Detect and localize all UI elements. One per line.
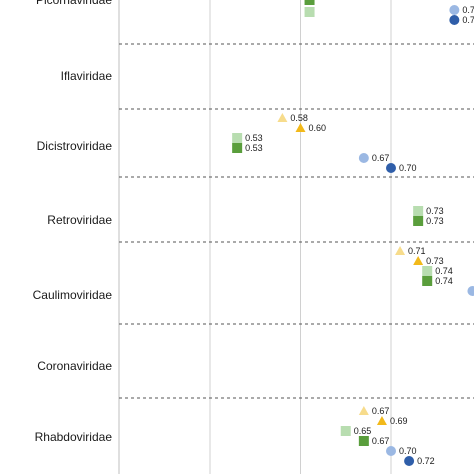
marker-circle xyxy=(358,153,369,163)
value-label: 0.70 xyxy=(399,163,417,173)
value-label: 0.73 xyxy=(426,256,444,266)
value-label: 0.67 xyxy=(372,153,390,163)
family-label: Retroviridae xyxy=(47,213,112,227)
value-label: 0.69 xyxy=(390,416,408,426)
marker-square xyxy=(304,7,315,17)
marker-square xyxy=(422,276,433,286)
value-label: 0.67 xyxy=(372,406,390,416)
value-label: 0.73 xyxy=(426,206,444,216)
marker-square xyxy=(422,266,433,276)
marker-triangle xyxy=(295,123,306,132)
value-label: 0.53 xyxy=(245,133,263,143)
value-label: 0.60 xyxy=(309,123,327,133)
marker-square xyxy=(340,426,351,436)
marker-circle xyxy=(449,15,460,25)
marker-triangle xyxy=(395,246,406,255)
family-label: Coronaviridae xyxy=(37,359,112,373)
marker-circle xyxy=(386,446,396,456)
marker-triangle xyxy=(277,113,288,122)
marker-circle xyxy=(386,163,396,173)
marker-triangle xyxy=(376,416,387,425)
marker-square xyxy=(232,143,243,153)
family-label: Iflaviridae xyxy=(61,69,113,83)
value-label: 0.74 xyxy=(435,276,453,286)
value-label: 0.70 xyxy=(399,446,417,456)
value-label: 0.65 xyxy=(354,426,372,436)
marker-triangle xyxy=(358,406,369,415)
value-label: 0.72 xyxy=(417,456,435,466)
family-label: Picornaviridae xyxy=(36,0,112,7)
value-label: 0.53 xyxy=(245,143,263,153)
marker-square xyxy=(232,133,243,143)
family-label: Dicistroviridae xyxy=(37,139,113,153)
marker-triangle xyxy=(413,256,424,265)
marker-square xyxy=(358,436,369,446)
value-label: 0.74 xyxy=(435,266,453,276)
value-label: 0.71 xyxy=(408,246,426,256)
family-label: Rhabdoviridae xyxy=(35,430,113,444)
marker-square xyxy=(413,206,424,216)
marker-circle xyxy=(404,456,415,466)
value-label: 0.77 xyxy=(462,5,474,15)
marker-circle xyxy=(449,5,460,15)
family-label: Caulimoviridae xyxy=(33,288,113,302)
value-label: 0.67 xyxy=(372,436,390,446)
marker-circle xyxy=(467,286,474,296)
value-label: 0.77 xyxy=(462,15,474,25)
value-label: 0.58 xyxy=(290,113,308,123)
marker-square xyxy=(304,0,315,5)
value-label: 0.73 xyxy=(426,216,444,226)
marker-square xyxy=(413,216,424,226)
